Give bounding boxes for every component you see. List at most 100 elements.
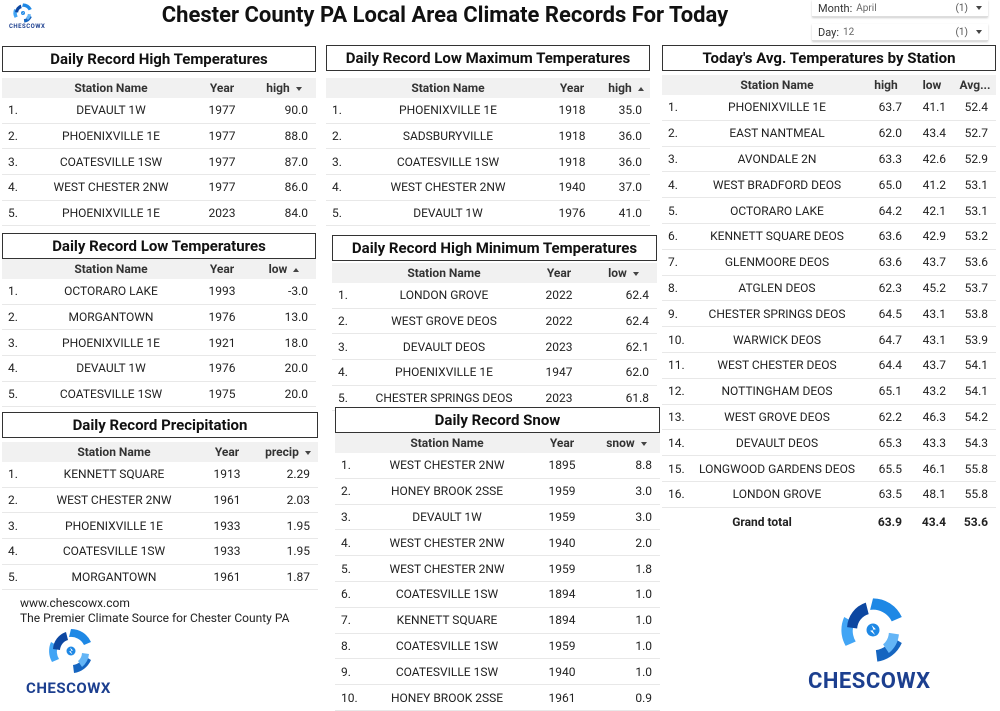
month-filter[interactable]: Month: April (1)	[812, 0, 988, 17]
row-number: 5.	[338, 391, 348, 406]
row-number: 5.	[8, 206, 18, 221]
table-cell: 3.0	[635, 509, 652, 524]
column-header-text: Station Name	[410, 436, 484, 450]
table-row: 2. WEST CHESTER 2NW 1961 2.03	[2, 488, 318, 514]
row-number: 4.	[8, 544, 18, 559]
table-cell: 1.87	[286, 570, 310, 585]
table-cell: -3.0	[288, 284, 308, 299]
table-row: 2. EAST NANTMEAL 62.0 43.4 52.7	[662, 121, 996, 147]
table-cell: 43.1	[922, 306, 946, 321]
table-cell: 62.0	[625, 365, 649, 380]
column-header: low	[590, 266, 657, 280]
column-header-text: precip	[265, 445, 299, 459]
table-cell: 1976	[208, 361, 236, 376]
table-widget: Daily Record Snow Station Name Year snow 1. W…	[335, 407, 660, 711]
table-cell: 1918	[558, 154, 586, 169]
row-number: 8.	[668, 280, 678, 295]
table-cell: 1993	[208, 284, 236, 299]
table-row: 3. DEVAULT DEOS 2023 62.1	[332, 334, 657, 361]
table-cell: 36.0	[618, 129, 642, 144]
table-cell: 2023	[545, 391, 573, 406]
table-cell: WEST GROVE DEOS	[724, 409, 830, 424]
column-header-text: Year	[214, 445, 240, 459]
column-header-text: high	[608, 81, 632, 95]
table-cell: 65.5	[878, 461, 902, 476]
table-cell: 65.0	[878, 177, 902, 192]
column-header: Station Name	[360, 266, 528, 280]
table-cell: 45.2	[922, 280, 946, 295]
table-title: Daily Record Snow	[335, 407, 660, 433]
table-cell: 20.0	[284, 361, 308, 376]
table-cell: 2023	[208, 206, 236, 221]
row-number: 6.	[341, 587, 351, 602]
table-cell: ATGLEN DEOS	[738, 280, 816, 295]
row-number: 5.	[668, 203, 678, 218]
table-cell: 54.1	[964, 358, 988, 373]
row-number: 2.	[8, 310, 18, 325]
row-number: 4.	[8, 180, 18, 195]
table-cell: 41.2	[922, 177, 946, 192]
table-cell: 1.0	[635, 664, 652, 679]
table-cell: 1.95	[286, 544, 310, 559]
table-row: 10. WARWICK DEOS 64.7 43.1 53.9	[662, 327, 996, 353]
table-cell: WARWICK DEOS	[733, 332, 821, 347]
table-cell: KENNETT SQUARE	[63, 467, 165, 482]
filter-value: 12	[843, 26, 855, 38]
dropdown-caret	[976, 30, 982, 34]
table-cell: 1894	[548, 613, 576, 628]
table-cell: 1.0	[635, 587, 652, 602]
footer-logo-text: CHESCOWX	[26, 679, 111, 697]
table-row: 3. COATESVILLE 1SW 1918 36.0	[326, 149, 650, 176]
table-row: 1. WEST CHESTER 2NW 1895 8.8	[335, 453, 660, 479]
table-cell: 2.29	[286, 467, 310, 482]
table-cell: 41.0	[618, 206, 642, 221]
column-header: Station Name	[30, 262, 192, 276]
row-number: 4.	[341, 535, 351, 550]
table-row: 5. OCTORARO LAKE 64.2 42.1 53.1	[662, 198, 996, 224]
column-header: low	[252, 262, 316, 276]
table-cell: COATESVILLE 1SW	[59, 387, 163, 402]
table-cell: 53.9	[964, 332, 988, 347]
column-header-text: Station Name	[74, 262, 148, 276]
table-row: 7. KENNETT SQUARE 1894 1.0	[335, 608, 660, 634]
table-cell: GLENMOORE DEOS	[724, 255, 830, 270]
filter-count: (1)	[955, 2, 968, 14]
table-cell: 62.4	[625, 288, 649, 303]
row-number: 2.	[341, 484, 351, 499]
table-row: 3. PHOENIXVILLE 1E 1921 18.0	[2, 330, 316, 357]
table-cell: 54.3	[964, 435, 988, 450]
row-number: 4.	[8, 361, 18, 376]
table-cell: WEST CHESTER 2NW	[389, 561, 505, 576]
table-cell: 1977	[208, 129, 236, 144]
table-cell: 46.1	[922, 461, 946, 476]
column-header: high	[862, 78, 910, 92]
table-row: 2. PHOENIXVILLE 1E 1977 88.0	[2, 124, 316, 150]
table-cell: 1959	[548, 561, 576, 576]
header-row: Station Name Year low	[332, 263, 657, 283]
table-cell: 18.0	[284, 335, 308, 350]
row-number: 14.	[668, 435, 685, 450]
table-title: Today's Avg. Temperatures by Station	[662, 45, 996, 71]
column-header-text: Station Name	[74, 81, 148, 95]
column-header: Station Name	[30, 81, 192, 95]
table-cell: COATESVILLE 1SW	[62, 544, 166, 559]
table-cell: 1977	[208, 180, 236, 195]
table-cell: WEST CHESTER 2NW	[56, 493, 172, 508]
table-title: Daily Record High Temperatures	[2, 46, 316, 72]
table-cell: 53.1	[964, 203, 988, 218]
header-row: Station Name high low Avg...	[662, 75, 996, 95]
table-cell: 42.1	[922, 203, 946, 218]
table-cell: DEVAULT 1W	[412, 509, 482, 524]
table-cell: 0.9	[635, 690, 652, 705]
column-header-text: Year	[209, 81, 235, 95]
table-cell: 41.1	[922, 100, 946, 115]
table-row: 3. COATESVILLE 1SW 1977 87.0	[2, 149, 316, 176]
table-cell: PHOENIXVILLE 1E	[62, 335, 160, 350]
day-filter[interactable]: Day: 12 (1)	[812, 24, 988, 41]
table-title: Daily Record Low Maximum Temperatures	[326, 45, 650, 71]
table-cell: 1976	[208, 310, 236, 325]
row-number: 2.	[8, 493, 18, 508]
table-row: 3. DEVAULT 1W 1959 3.0	[335, 505, 660, 531]
column-header-text: Station Name	[411, 81, 485, 95]
